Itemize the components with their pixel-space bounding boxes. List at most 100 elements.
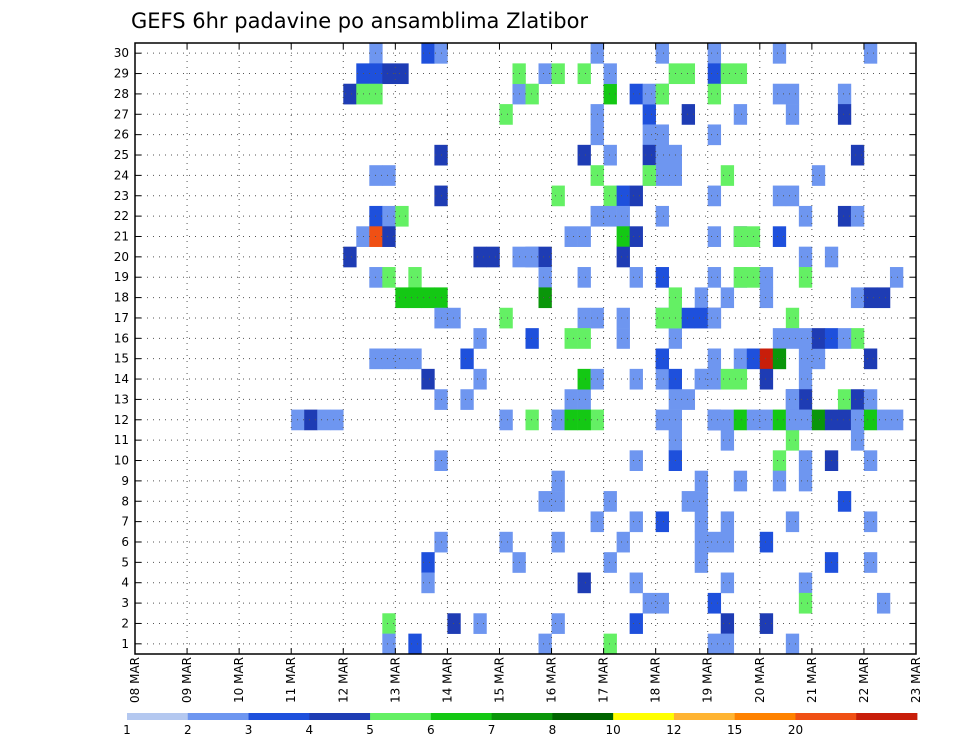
heatmap-cell — [707, 633, 722, 655]
colorbar-swatch — [248, 713, 310, 720]
heatmap-cell — [421, 368, 435, 390]
heatmap-cell — [798, 368, 813, 390]
colorbar-swatch — [552, 713, 614, 720]
heatmap-cell — [681, 389, 696, 410]
y-tick-label: 10 — [114, 454, 129, 468]
heatmap-cell — [707, 307, 722, 329]
plot-frame — [134, 42, 917, 655]
heatmap-cell — [603, 491, 617, 512]
heatmap-cell — [720, 633, 735, 655]
y-tick-label: 3 — [121, 596, 129, 610]
colorbar-label: 1 — [123, 723, 131, 737]
chart-title: GEFS 6hr padavine po ansamblima Zlatibor — [131, 9, 588, 33]
heatmap-cell — [720, 511, 735, 533]
colorbar-swatch — [491, 713, 553, 720]
heatmap-cell — [538, 267, 552, 288]
heatmap-cell — [707, 267, 722, 288]
heatmap-cell — [720, 531, 735, 553]
heatmap-cell — [382, 348, 396, 370]
heatmap-cell — [616, 246, 630, 268]
heatmap-cell — [707, 592, 722, 614]
heatmap-cell — [603, 63, 617, 85]
heatmap-cell — [850, 409, 865, 431]
heatmap-cell — [863, 511, 878, 533]
heatmap-cell — [733, 104, 748, 125]
heatmap-cell — [720, 613, 735, 634]
heatmap-cell — [382, 205, 396, 227]
heatmap-cell — [343, 246, 357, 268]
heatmap-cell — [642, 592, 656, 614]
heatmap-cell — [577, 328, 591, 349]
heatmap-cell — [603, 185, 617, 207]
heatmap-cell — [538, 63, 552, 85]
heatmap-cell — [551, 613, 565, 634]
heatmap-cell — [629, 226, 643, 247]
heatmap-cell — [642, 83, 656, 105]
heatmap-cell — [447, 613, 461, 634]
heatmap-cell — [681, 63, 696, 85]
heatmap-cell — [850, 287, 865, 309]
heatmap-cell — [772, 328, 787, 349]
heatmap-cell — [720, 165, 735, 186]
heatmap-cell — [551, 185, 565, 207]
heatmap-cell — [395, 348, 409, 370]
heatmap-cell — [642, 144, 656, 166]
x-tick-label: 15 MAR — [492, 657, 506, 703]
heatmap-cell — [382, 613, 396, 634]
heatmap-cell — [707, 531, 722, 553]
x-tick-label: 09 MAR — [180, 657, 194, 703]
heatmap-cell — [629, 450, 643, 471]
heatmap-cell — [356, 63, 370, 85]
heatmap-cell — [863, 389, 878, 410]
heatmap-cell — [655, 307, 669, 329]
heatmap-cell — [629, 83, 643, 105]
heatmap-cell — [616, 185, 630, 207]
heatmap-cell — [707, 124, 722, 146]
colorbar-swatch — [856, 713, 918, 720]
colorbar-label: 7 — [488, 723, 496, 737]
y-tick-label: 29 — [114, 67, 129, 81]
colorbar: 1 2 3 4 5 6 7 8 10 12 15 20 — [123, 713, 918, 737]
heatmap-cell — [655, 43, 669, 64]
heatmap-cell — [863, 409, 878, 431]
y-tick-label: 1 — [121, 637, 129, 651]
heatmap-cell — [798, 450, 813, 471]
heatmap-cell — [785, 104, 800, 125]
heatmap-cell — [837, 491, 852, 512]
heatmap-cell — [707, 43, 722, 64]
heatmap-cell — [577, 63, 591, 85]
colorbar-label: 5 — [366, 723, 374, 737]
heatmap-cell — [759, 531, 774, 553]
heatmap-cell — [798, 246, 813, 268]
heatmap-cell — [759, 348, 774, 370]
y-tick-label: 19 — [114, 270, 129, 284]
heatmap-cell — [564, 389, 578, 410]
colorbar-swatch — [309, 713, 371, 720]
y-tick-label: 14 — [114, 372, 129, 386]
heatmap-cell — [772, 83, 787, 105]
heatmap-cell — [863, 450, 878, 471]
y-tick-label: 17 — [114, 311, 129, 325]
heatmap-cell — [837, 409, 852, 431]
heatmap-cell — [629, 267, 643, 288]
y-tick-label: 22 — [114, 209, 129, 223]
heatmap-cell — [330, 409, 344, 431]
heatmap-cell — [876, 592, 891, 614]
heatmap-cell — [655, 205, 669, 227]
heatmap-cell — [785, 307, 800, 329]
heatmap-cell — [356, 83, 370, 105]
y-tick-label: 28 — [114, 87, 129, 101]
heatmap-cell — [603, 205, 617, 227]
heatmap-cell — [317, 409, 331, 431]
heatmap-cell — [837, 104, 852, 125]
y-tick-label: 25 — [114, 148, 129, 162]
heatmap-cell — [473, 246, 487, 268]
heatmap-cell — [733, 348, 748, 370]
heatmap-cell — [720, 63, 735, 85]
heatmap-cell — [447, 307, 461, 329]
heatmap-cell — [707, 63, 722, 85]
colorbar-swatch — [734, 713, 796, 720]
heatmap-cell — [603, 552, 617, 573]
heatmap-cell — [850, 144, 865, 166]
heatmap-cell — [616, 531, 630, 553]
